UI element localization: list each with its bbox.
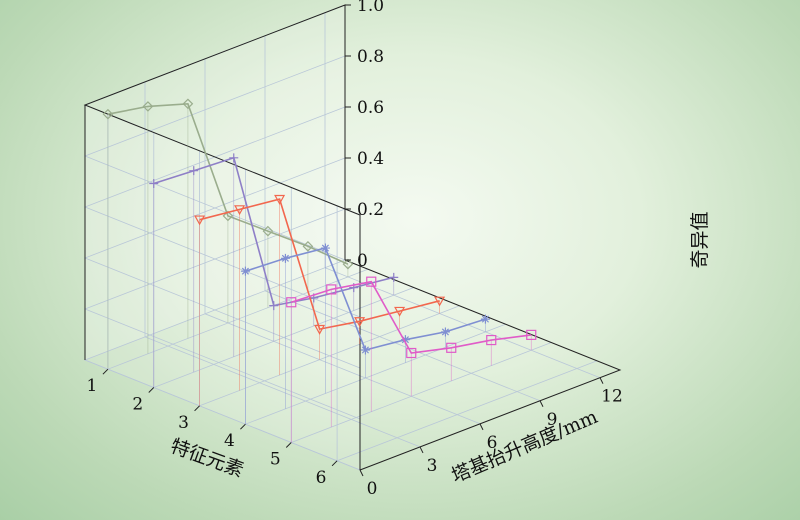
data-point bbox=[234, 205, 246, 216]
data-point bbox=[400, 335, 410, 345]
x-tick-mark bbox=[419, 446, 424, 454]
back-pane-right bbox=[85, 5, 345, 360]
data-point bbox=[314, 324, 326, 335]
data-point bbox=[326, 284, 337, 295]
y-tick-label: 1 bbox=[87, 376, 98, 396]
x-tick-mark bbox=[599, 377, 604, 384]
frame-edges bbox=[83, 4, 361, 470]
z-tick-label: 0 bbox=[357, 251, 368, 271]
data-point bbox=[194, 215, 206, 226]
z-tick-label: 0.8 bbox=[357, 47, 384, 67]
x-axis-title: 塔基抬升高度/mm bbox=[448, 406, 601, 487]
data-point bbox=[222, 210, 234, 222]
data-point bbox=[142, 101, 154, 112]
data-point bbox=[149, 179, 159, 188]
data-point bbox=[366, 276, 377, 287]
y-tick-label: 3 bbox=[178, 413, 189, 433]
x-tick-label: 12 bbox=[601, 387, 623, 407]
data-point bbox=[446, 342, 457, 353]
data-point bbox=[102, 108, 114, 120]
y-tick-label: 4 bbox=[224, 431, 235, 451]
data-point bbox=[262, 225, 274, 237]
data-point bbox=[389, 272, 399, 282]
z-tick-label: 0.2 bbox=[357, 200, 384, 220]
data-point bbox=[406, 347, 417, 359]
grid-line-x bbox=[324, 12, 601, 379]
data-point bbox=[354, 317, 366, 328]
data-point bbox=[526, 329, 537, 340]
y-tick-mark bbox=[148, 387, 155, 393]
grid-line-y bbox=[336, 205, 598, 462]
x-tick-label: 0 bbox=[367, 479, 378, 499]
data-point bbox=[280, 253, 290, 263]
series-element-2 bbox=[149, 153, 399, 388]
x-tick-label: 6 bbox=[487, 433, 498, 453]
y-tick-mark bbox=[240, 423, 246, 430]
grid-line-x bbox=[204, 58, 481, 425]
data-point bbox=[274, 194, 286, 205]
series-line bbox=[199, 198, 440, 331]
y-tick-mark bbox=[331, 460, 338, 467]
y-tick-mark bbox=[102, 368, 109, 375]
series-element-5 bbox=[286, 276, 537, 443]
series-line bbox=[291, 280, 532, 354]
data-point bbox=[342, 258, 354, 270]
z-tick-label: 0.4 bbox=[357, 149, 384, 169]
data-point bbox=[182, 98, 194, 110]
data-point bbox=[269, 301, 279, 311]
series-line bbox=[107, 102, 349, 265]
x-tick-mark bbox=[359, 469, 364, 477]
z-axis-title: 奇异值 bbox=[689, 211, 711, 268]
data-point bbox=[394, 306, 406, 317]
y-tick-label: 6 bbox=[316, 468, 327, 488]
data-point bbox=[486, 334, 497, 346]
data-point bbox=[360, 345, 370, 355]
data-point bbox=[229, 153, 239, 163]
series-element-3 bbox=[194, 194, 446, 406]
y-tick-label: 5 bbox=[270, 450, 281, 470]
data-point bbox=[240, 266, 250, 276]
data-point bbox=[320, 243, 330, 253]
data-point bbox=[480, 314, 490, 324]
z-tick-label: 0.6 bbox=[357, 98, 384, 118]
data-point bbox=[286, 297, 297, 308]
x-tick-label: 9 bbox=[547, 410, 558, 430]
floor-front-edges bbox=[344, 259, 622, 471]
grid-line-x bbox=[264, 35, 541, 402]
x-tick-mark bbox=[539, 400, 544, 407]
series-element-1 bbox=[102, 98, 354, 370]
y-tick-mark bbox=[285, 442, 292, 448]
data-point bbox=[440, 327, 450, 337]
y-tick-mark bbox=[194, 405, 200, 412]
z-tick-label: 1.0 bbox=[357, 0, 384, 16]
series-layer bbox=[102, 98, 537, 443]
data-point bbox=[434, 296, 446, 307]
x-tick-label: 3 bbox=[427, 456, 438, 476]
series-element-4 bbox=[240, 243, 490, 425]
grid-line-x bbox=[144, 81, 421, 448]
data-point bbox=[302, 240, 314, 252]
data-point bbox=[189, 166, 199, 176]
x-tick-mark bbox=[479, 423, 484, 431]
axes-panes bbox=[85, 5, 360, 470]
y-tick-label: 2 bbox=[132, 395, 143, 415]
